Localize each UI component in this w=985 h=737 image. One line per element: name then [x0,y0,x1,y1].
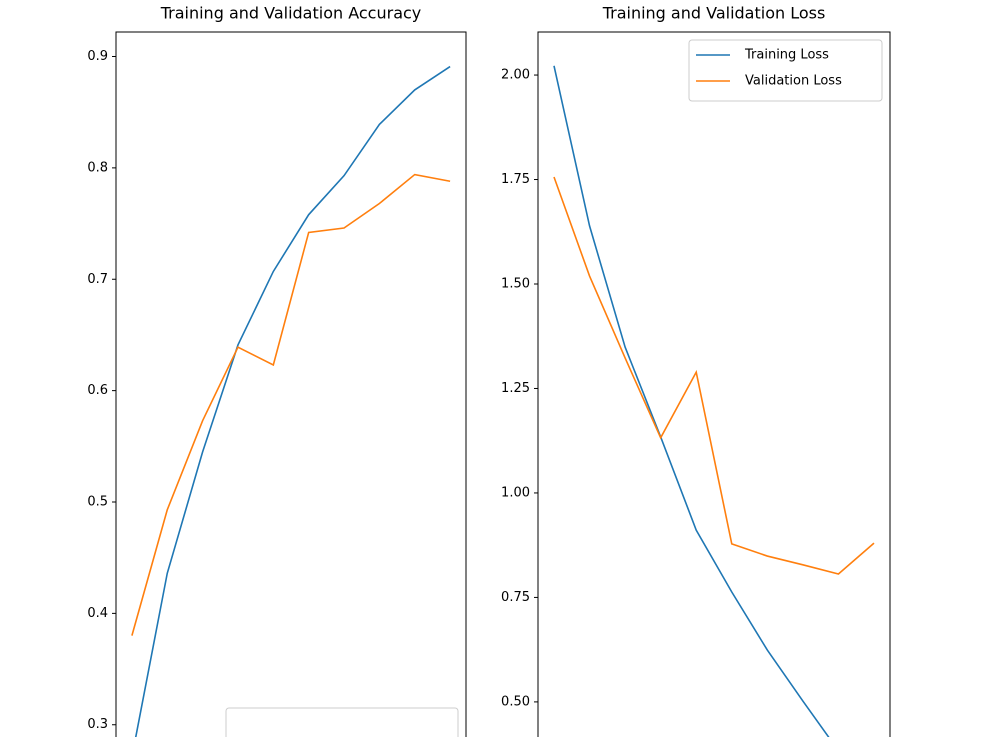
y-tick-label: 1.50 [501,276,530,291]
legend: Training Loss Validation Loss [688,39,883,102]
y-tick-label: 0.5 [87,495,108,510]
y-tick-label: 0.8 [87,160,108,175]
series-line [553,65,830,737]
plot-area [131,65,451,737]
y-tick-label: 0.9 [87,49,108,64]
series-line [131,173,451,636]
y-tick-label: 0.6 [87,383,108,398]
chart-title: Training and Validation Loss [602,4,826,23]
legend-label: Validation Loss [745,74,842,89]
y-tick-label: 2.00 [501,68,530,83]
series-line [134,65,451,737]
y-tick-label: 1.25 [501,381,530,396]
y-tick-label: 0.3 [87,717,108,732]
legend-box-cropped [225,707,459,737]
plot-area [553,65,875,737]
axes-spine [537,31,891,737]
y-tick-label: 1.00 [501,485,530,500]
y-tick-label: 0.7 [87,272,108,287]
y-tick-label: 1.75 [501,172,530,187]
y-tick-label: 0.4 [87,606,108,621]
series-line [553,176,875,575]
y-tick-label: 0.50 [501,694,530,709]
y-tick-label: 0.75 [501,590,530,605]
legend-box [688,39,883,102]
axes-spine [115,31,467,737]
legend-label: Training Loss [744,48,829,63]
chart-title: Training and Validation Accuracy [160,4,422,23]
